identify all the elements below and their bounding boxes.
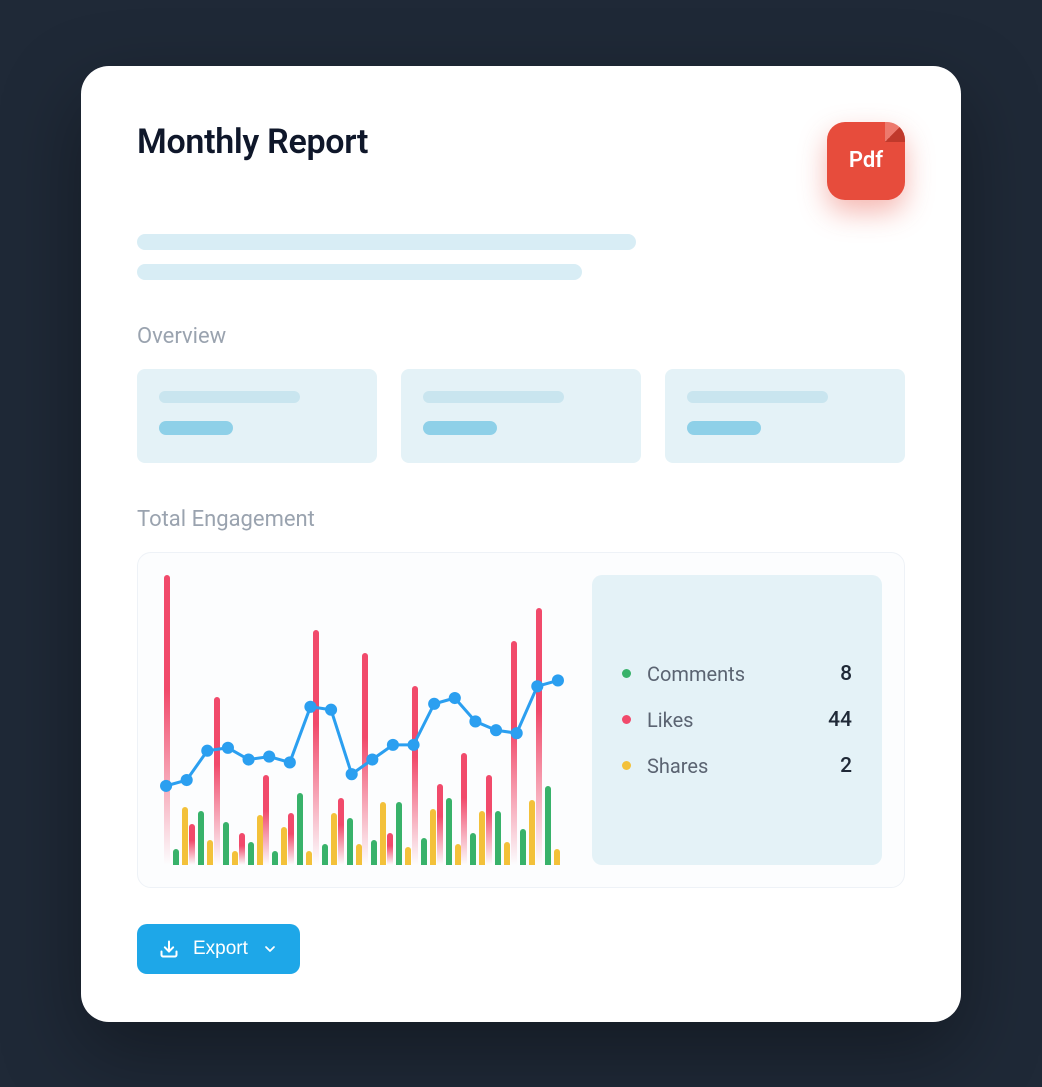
skeleton-line	[687, 421, 761, 435]
export-button-label: Export	[193, 938, 248, 960]
overview-card	[665, 369, 905, 463]
trend-marker	[326, 704, 337, 715]
trend-marker	[408, 739, 419, 750]
download-icon	[159, 939, 179, 959]
trend-marker	[181, 774, 192, 785]
overview-card	[137, 369, 377, 463]
skeleton-line	[159, 391, 300, 403]
pdf-badge[interactable]: Pdf	[827, 122, 905, 200]
trend-marker	[243, 753, 254, 764]
overview-card	[401, 369, 641, 463]
skeleton-line	[423, 391, 564, 403]
legend-dot	[622, 715, 631, 724]
engagement-label: Total Engagement	[137, 507, 905, 532]
legend-dot	[622, 669, 631, 678]
trend-marker	[202, 745, 213, 756]
report-card: Monthly Report Pdf Overview Total Engage…	[81, 66, 961, 1022]
skeleton-line	[159, 421, 233, 435]
overview-cards	[137, 369, 905, 463]
trend-marker	[222, 742, 233, 753]
trend-marker	[552, 674, 563, 685]
legend-value: 8	[840, 662, 852, 686]
skeleton-line	[137, 264, 582, 280]
legend-label: Shares	[647, 754, 840, 778]
trend-marker	[346, 768, 357, 779]
trend-marker	[387, 739, 398, 750]
chart-legend: Comments8 Likes44 Shares2	[592, 575, 882, 865]
legend-value: 2	[840, 754, 852, 778]
trend-marker	[532, 680, 543, 691]
trend-marker	[284, 756, 295, 767]
description-skeleton	[137, 234, 905, 280]
legend-dot	[622, 761, 631, 770]
legend-value: 44	[828, 708, 852, 732]
legend-label: Likes	[647, 708, 828, 732]
skeleton-line	[687, 391, 828, 403]
engagement-chart-container: Comments8 Likes44 Shares2	[137, 552, 905, 888]
skeleton-line	[137, 234, 636, 250]
trend-marker	[305, 701, 316, 712]
trend-marker	[470, 715, 481, 726]
legend-row: Comments8	[622, 662, 852, 686]
trend-marker	[367, 753, 378, 764]
legend-row: Likes44	[622, 708, 852, 732]
trend-marker	[161, 780, 172, 791]
trend-marker	[490, 724, 501, 735]
legend-label: Comments	[647, 662, 840, 686]
pdf-badge-label: Pdf	[849, 148, 883, 173]
page-title: Monthly Report	[137, 122, 368, 162]
overview-label: Overview	[137, 324, 905, 349]
engagement-chart	[160, 575, 564, 865]
header-row: Monthly Report Pdf	[137, 122, 905, 200]
trend-marker	[429, 698, 440, 709]
trend-marker	[264, 751, 275, 762]
trend-marker	[511, 727, 522, 738]
trend-marker	[449, 692, 460, 703]
export-button[interactable]: Export	[137, 924, 300, 974]
chevron-down-icon	[262, 941, 278, 957]
legend-row: Shares2	[622, 754, 852, 778]
skeleton-line	[423, 421, 497, 435]
